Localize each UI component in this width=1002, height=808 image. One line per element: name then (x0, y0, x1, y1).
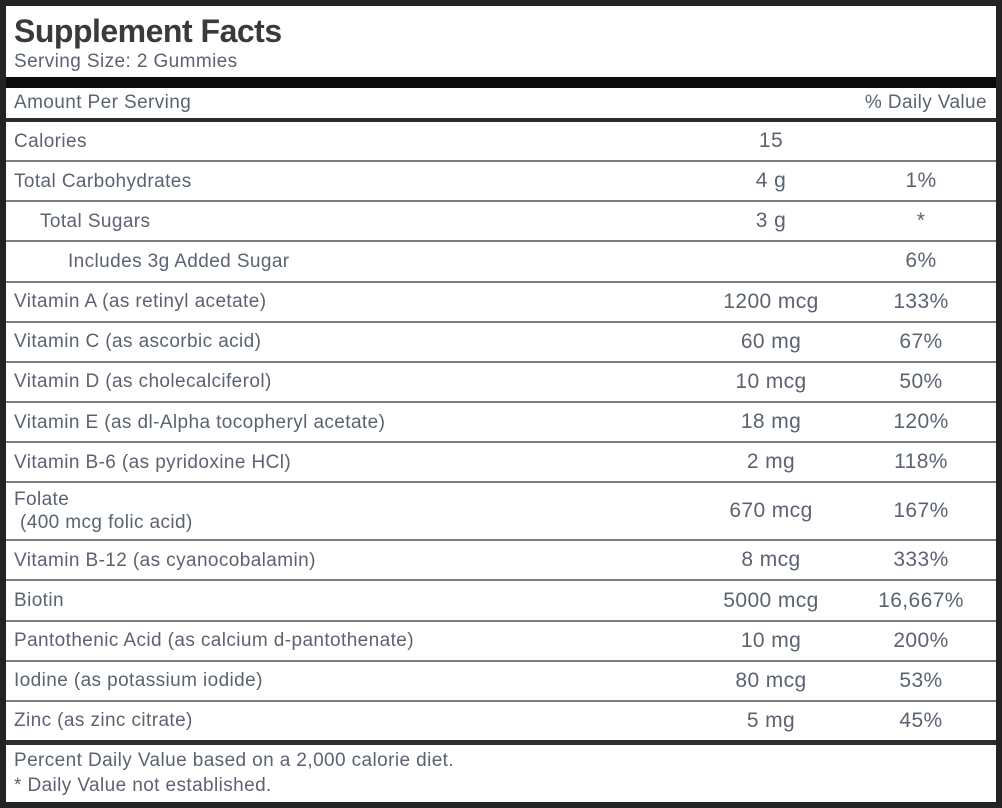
nutrient-daily-value: 133% (893, 289, 949, 313)
nutrient-name: Vitamin D (as cholecalciferol) (6, 370, 696, 393)
nutrient-amount: 10 mcg (735, 369, 807, 393)
nutrient-row: Total Carbohydrates 4 g 1% (6, 162, 996, 203)
nutrient-daily-value: * (916, 209, 926, 233)
nutrient-name: Vitamin A (as retinyl acetate) (6, 290, 696, 313)
nutrient-daily-value: 45% (899, 708, 943, 732)
nutrient-amount: 2 mg (746, 450, 796, 474)
footnote-line-1: Percent Daily Value based on a 2,000 cal… (14, 750, 455, 771)
nutrient-row: Calories 15 (6, 122, 996, 163)
nutrient-name: Iodine (as potassium iodide) (6, 669, 696, 692)
nutrient-name-line1: Vitamin C (as ascorbic acid) (14, 331, 262, 353)
label-header: Supplement Facts Serving Size: 2 Gummies (6, 6, 996, 77)
nutrient-amount: 10 mg (740, 628, 802, 652)
nutrient-daily-value: 118% (894, 450, 948, 474)
nutrient-name-line2: (400 mcg folic acid) (20, 512, 193, 534)
nutrient-name-line1: Biotin (14, 590, 64, 612)
nutrient-name-line1: Folate (14, 489, 70, 511)
nutrient-name-line1: Vitamin B-6 (as pyridoxine HCl) (14, 451, 292, 473)
nutrient-row: Includes 3g Added Sugar 6% (6, 242, 996, 283)
nutrient-daily-value: 167% (893, 499, 949, 523)
nutrient-name: Vitamin B-6 (as pyridoxine HCl) (6, 451, 696, 474)
nutrient-row: Vitamin D (as cholecalciferol) 10 mcg 50… (6, 363, 996, 403)
nutrient-name-line1: Vitamin A (as retinyl acetate) (14, 291, 267, 313)
nutrient-name: Zinc (as zinc citrate) (6, 709, 696, 732)
nutrient-rows: Calories 15 Total Carbohydrates 4 g 1% T… (6, 122, 996, 740)
nutrient-name-line1: Iodine (as potassium iodide) (14, 670, 263, 692)
serving-size: Serving Size: 2 Gummies (14, 51, 238, 72)
nutrient-amount: 670 mcg (729, 499, 813, 523)
nutrient-row: Biotin 5000 mcg 16,667% (6, 581, 996, 622)
nutrient-name-line1: Pantothenic Acid (as calcium d-pantothen… (14, 630, 414, 652)
nutrient-name: Calories (6, 130, 696, 153)
footer-note: Percent Daily Value based on a 2,000 cal… (6, 740, 996, 802)
nutrient-amount: 60 mg (740, 329, 802, 353)
nutrient-row: Total Sugars 3 g * (6, 202, 996, 243)
thick-separator-bar (6, 77, 996, 88)
nutrient-name: Vitamin E (as dl-Alpha tocopheryl acetat… (6, 411, 696, 434)
nutrient-amount: 5 mg (746, 708, 796, 732)
nutrient-daily-value: 120% (893, 410, 949, 434)
nutrient-name-line1: Calories (14, 130, 87, 152)
label-title: Supplement Facts (14, 13, 282, 49)
nutrient-name-line1: Vitamin E (as dl-Alpha tocopheryl acetat… (14, 411, 386, 433)
nutrient-daily-value: 6% (905, 249, 937, 273)
nutrient-row: Folate (400 mcg folic acid) 670 mcg 167% (6, 483, 996, 542)
nutrient-row: Vitamin B-12 (as cyanocobalamin) 8 mcg 3… (6, 541, 996, 582)
nutrient-name-line1: Vitamin D (as cholecalciferol) (14, 371, 272, 393)
nutrient-name-line1: Total Sugars (40, 210, 151, 232)
nutrient-daily-value: 333% (893, 548, 949, 572)
nutrient-name: Includes 3g Added Sugar (6, 250, 696, 273)
nutrient-row: Vitamin E (as dl-Alpha tocopheryl acetat… (6, 403, 996, 444)
nutrient-amount: 18 mg (740, 410, 802, 434)
nutrient-name: Folate (400 mcg folic acid) (6, 488, 696, 534)
nutrient-row: Vitamin B-6 (as pyridoxine HCl) 2 mg 118… (6, 443, 996, 484)
nutrient-name: Pantothenic Acid (as calcium d-pantothen… (6, 629, 696, 652)
nutrient-name: Vitamin B-12 (as cyanocobalamin) (6, 549, 696, 572)
nutrient-amount: 4 g (755, 169, 787, 193)
nutrient-daily-value: 53% (899, 668, 943, 692)
nutrient-amount: 3 g (755, 209, 787, 233)
nutrient-name: Vitamin C (as ascorbic acid) (6, 330, 696, 353)
nutrient-daily-value: 50% (899, 369, 943, 393)
nutrient-row: Vitamin C (as ascorbic acid) 60 mg 67% (6, 323, 996, 363)
nutrient-amount: 15 (758, 129, 784, 153)
nutrient-name-line1: Vitamin B-12 (as cyanocobalamin) (14, 549, 316, 571)
nutrient-row: Iodine (as potassium iodide) 80 mcg 53% (6, 662, 996, 702)
nutrient-amount: 5000 mcg (723, 588, 819, 612)
nutrient-name: Total Sugars (6, 210, 696, 233)
nutrient-amount: 8 mcg (741, 548, 801, 572)
nutrient-daily-value: 200% (893, 628, 949, 652)
nutrient-amount: 80 mcg (735, 668, 807, 692)
nutrient-name: Biotin (6, 589, 696, 612)
daily-value-header: % Daily Value (864, 92, 987, 113)
nutrient-amount: 1200 mcg (723, 289, 819, 313)
nutrient-daily-value: 16,667% (878, 588, 964, 612)
column-header-row: Amount Per Serving % Daily Value (6, 88, 996, 122)
nutrient-row: Zinc (as zinc citrate) 5 mg 45% (6, 702, 996, 740)
amount-per-serving-header: Amount Per Serving (14, 92, 192, 113)
nutrient-name: Total Carbohydrates (6, 170, 696, 193)
nutrient-row: Pantothenic Acid (as calcium d-pantothen… (6, 622, 996, 662)
nutrient-row: Vitamin A (as retinyl acetate) 1200 mcg … (6, 283, 996, 323)
nutrient-daily-value: 67% (899, 329, 943, 353)
nutrient-daily-value: 1% (905, 169, 937, 193)
footnote-line-2: * Daily Value not established. (14, 775, 272, 796)
nutrient-name-line1: Includes 3g Added Sugar (68, 250, 290, 272)
nutrient-name-line1: Total Carbohydrates (14, 170, 192, 192)
nutrient-name-line1: Zinc (as zinc citrate) (14, 710, 193, 732)
